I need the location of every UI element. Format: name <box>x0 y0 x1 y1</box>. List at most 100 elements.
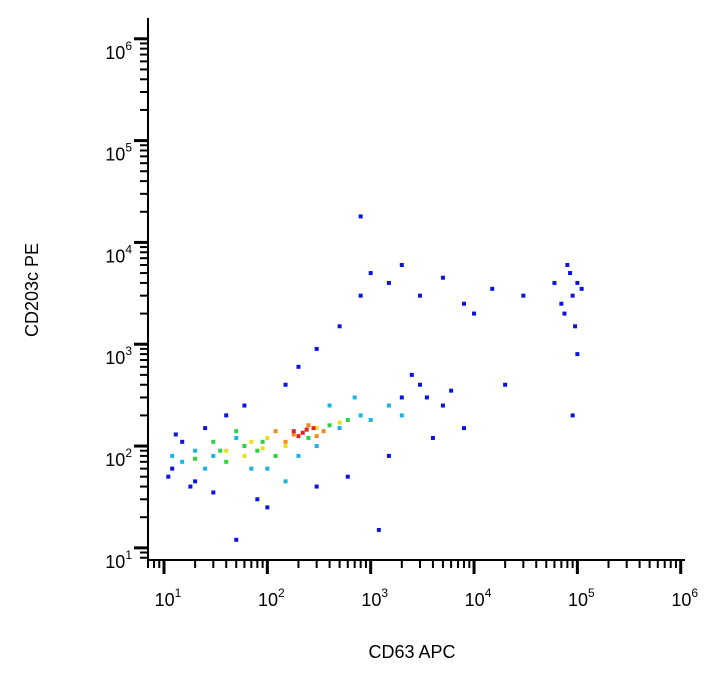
y-tick-label: 104 <box>105 242 132 266</box>
point <box>570 293 575 298</box>
point <box>311 426 316 431</box>
point <box>224 448 229 453</box>
x-tick-label: 102 <box>258 586 285 610</box>
point <box>283 382 288 387</box>
point <box>296 434 301 439</box>
x-tick-label: 104 <box>465 586 492 610</box>
x-tick-label: 105 <box>568 586 595 610</box>
tick-exponent: 5 <box>588 586 595 600</box>
point <box>575 280 580 285</box>
point <box>449 388 454 393</box>
tick-exponent: 4 <box>485 586 492 600</box>
point <box>327 423 332 428</box>
point <box>180 459 185 464</box>
point <box>193 448 198 453</box>
point <box>170 466 175 471</box>
point <box>358 413 363 418</box>
point <box>424 395 429 400</box>
point <box>399 413 404 418</box>
point <box>242 453 247 458</box>
point <box>283 479 288 484</box>
point <box>440 275 445 280</box>
y-tick-label: 102 <box>105 446 132 470</box>
tick-exponent: 3 <box>381 586 388 600</box>
point <box>211 439 216 444</box>
point <box>249 466 254 471</box>
point <box>559 301 564 306</box>
tick-base: 10 <box>258 590 278 610</box>
point <box>472 311 477 316</box>
x-axis-label: CD63 APC <box>368 642 455 662</box>
point <box>291 432 296 437</box>
point <box>409 372 414 377</box>
tick-base: 10 <box>361 590 381 610</box>
point <box>386 453 391 458</box>
point <box>255 448 260 453</box>
point <box>314 426 319 431</box>
point <box>440 403 445 408</box>
point <box>249 439 254 444</box>
tick-base: 10 <box>105 348 125 368</box>
point <box>314 434 319 439</box>
x-tick-label: 103 <box>361 586 388 610</box>
point <box>376 527 381 532</box>
point <box>552 280 557 285</box>
point <box>283 444 288 449</box>
point <box>203 426 208 431</box>
point <box>337 420 342 425</box>
point <box>321 429 326 434</box>
point <box>368 271 373 276</box>
point <box>224 459 229 464</box>
tick-exponent: 2 <box>125 446 132 460</box>
point <box>306 435 311 440</box>
point <box>188 484 193 489</box>
point <box>570 413 575 418</box>
x-tick-label: 106 <box>671 586 698 610</box>
point <box>218 448 223 453</box>
point <box>462 301 467 306</box>
point <box>260 439 265 444</box>
tick-base: 10 <box>155 590 175 610</box>
point <box>490 286 495 291</box>
point <box>180 439 185 444</box>
point <box>386 280 391 285</box>
point <box>565 263 570 268</box>
x-tick-label: 101 <box>155 586 182 610</box>
point <box>579 286 584 291</box>
point <box>462 426 467 431</box>
point <box>273 429 278 434</box>
point <box>358 293 363 298</box>
point <box>166 474 171 479</box>
point <box>503 382 508 387</box>
point <box>575 352 580 357</box>
point <box>304 427 309 432</box>
point <box>399 263 404 268</box>
tick-exponent: 5 <box>125 141 132 155</box>
tick-base: 10 <box>105 450 125 470</box>
point <box>211 490 216 495</box>
point <box>418 293 423 298</box>
tick-base: 10 <box>465 590 485 610</box>
tick-exponent: 6 <box>691 586 698 600</box>
y-axis-label: CD203c PE <box>22 243 42 337</box>
tick-exponent: 3 <box>125 344 132 358</box>
point <box>368 418 373 423</box>
point <box>283 439 288 444</box>
point <box>521 293 526 298</box>
point <box>306 423 311 428</box>
tick-base: 10 <box>105 43 125 63</box>
tick-exponent: 4 <box>125 242 132 256</box>
point <box>430 435 435 440</box>
y-tick-label: 101 <box>105 548 132 572</box>
tick-exponent: 1 <box>175 586 182 600</box>
point <box>173 432 178 437</box>
y-tick-label: 103 <box>105 344 132 368</box>
point <box>193 479 198 484</box>
point <box>358 214 363 219</box>
point <box>170 453 175 458</box>
point <box>314 444 319 449</box>
point <box>242 444 247 449</box>
tick-base: 10 <box>105 246 125 266</box>
point <box>234 537 239 542</box>
